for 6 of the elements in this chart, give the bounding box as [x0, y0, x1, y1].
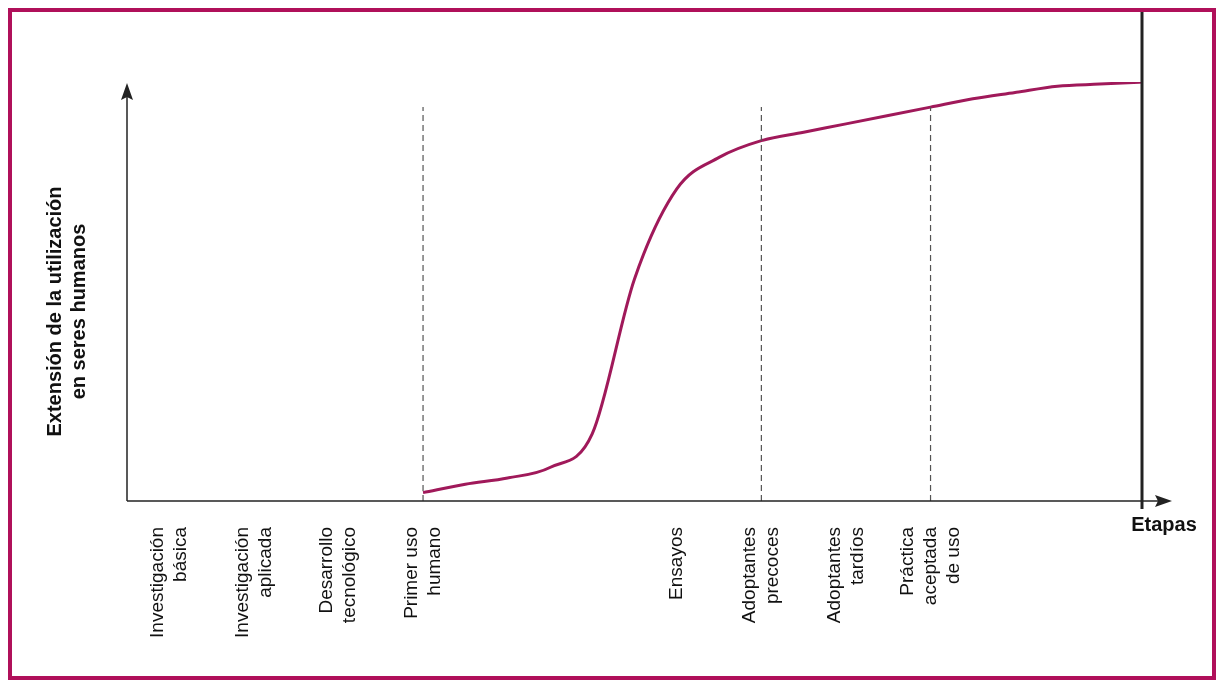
x-tick-label: Investigación básica — [146, 526, 191, 638]
x-tick-label: Adoptantes tardíos — [822, 527, 867, 624]
y-axis-title: Extensión de la utilización en seres humanos — [42, 186, 89, 437]
x-axis-title: Etapas — [1131, 512, 1197, 535]
x-tick-label: Ensayos — [665, 527, 687, 600]
x-tick-label: Adoptantes precoces — [738, 527, 783, 624]
